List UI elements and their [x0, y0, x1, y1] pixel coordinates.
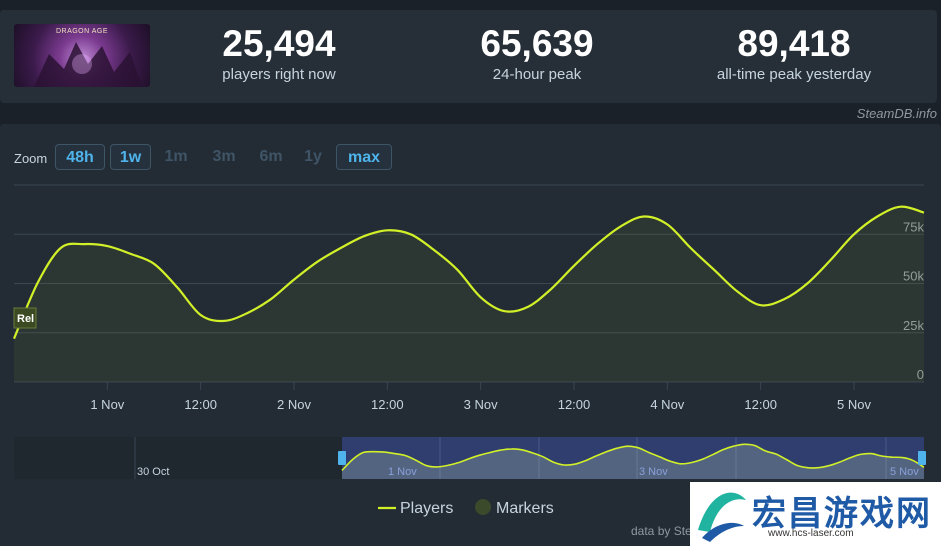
navigator-left-handle[interactable] [338, 451, 346, 465]
x-tick-label: 12:00 [371, 397, 404, 412]
zoom-1y-button[interactable]: 1y [304, 148, 322, 165]
steamdb-credit[interactable]: SteamDB.info [856, 106, 937, 121]
x-tick-label: 4 Nov [650, 397, 684, 412]
peak-24h-value: 65,639 [480, 23, 594, 64]
x-tick-label: 12:00 [184, 397, 217, 412]
players-now-value: 25,494 [222, 23, 336, 64]
watermark-logo-icon [698, 492, 746, 542]
navigator-date-label: 5 Nov [890, 466, 919, 478]
navigator-date-label: 3 Nov [639, 466, 668, 478]
data-credit[interactable]: data by Ste [631, 524, 692, 538]
game-art [34, 42, 142, 87]
navigator-labels: 30 Oct 1 Nov 3 Nov 5 Nov [137, 466, 919, 478]
x-tick-label: 5 Nov [837, 397, 871, 412]
navigator-right-handle[interactable] [918, 451, 926, 465]
watermark-banner: 宏昌游戏网 www.hcs-laser.com [690, 482, 941, 546]
legend-markers-label[interactable]: Markers [496, 500, 554, 517]
navigator-date-label: 1 Nov [388, 466, 417, 478]
legend-players-label[interactable]: Players [400, 500, 453, 517]
x-tick-label: 12:00 [558, 397, 591, 412]
y-tick-label: 50k [903, 269, 924, 284]
zoom-1m-button[interactable]: 1m [164, 148, 188, 165]
all-time-peak-stat: 89,418 all-time peak yesterday [694, 22, 894, 84]
peak-24h-label: 24-hour peak [492, 66, 582, 83]
navigator-line [341, 443, 925, 471]
players-area [14, 206, 924, 382]
zoom-max-button[interactable]: max [336, 144, 392, 170]
game-logo-text: DRAGON AGE [55, 28, 109, 35]
release-marker: Rel [13, 307, 37, 329]
players-line [12, 205, 925, 340]
players-now-label: players right now [222, 66, 336, 83]
watermark-url: www.hcs-laser.com [768, 528, 854, 539]
zoom-1w-button[interactable]: 1w [110, 144, 151, 170]
stats-header: DRAGON AGE 25,494 players right now 65,6… [0, 10, 937, 103]
y-tick-label: 0 [917, 367, 924, 382]
x-tick-label: 3 Nov [464, 397, 498, 412]
x-tick-label: 12:00 [744, 397, 777, 412]
all-time-peak-label: all-time peak yesterday [716, 66, 872, 83]
watermark-title: 宏昌游戏网 [752, 494, 932, 534]
x-axis-ticks: 1 Nov 12:00 2 Nov 12:00 3 Nov 12:00 4 Nov 12:00… [90, 382, 871, 412]
zoom-48h-button[interactable]: 48h [55, 144, 105, 170]
y-tick-label: 25k [903, 318, 924, 333]
release-marker-label[interactable]: Rel [17, 313, 34, 325]
x-tick-label: 2 Nov [277, 397, 311, 412]
legend-markers-swatch [475, 499, 491, 515]
navigator-selection [342, 437, 924, 479]
x-tick-label: 1 Nov [90, 397, 124, 412]
peak-24h-stat: 65,639 24-hour peak [437, 22, 637, 84]
navigator-area [342, 444, 924, 479]
y-tick-label: 75k [903, 219, 924, 234]
navigator-date-label: 30 Oct [137, 466, 169, 478]
zoom-6m-button[interactable]: 6m [259, 148, 283, 165]
zoom-3m-button[interactable]: 3m [212, 148, 236, 165]
players-now-stat: 25,494 players right now [179, 22, 379, 84]
y-axis-ticks: 0 25k 50k 75k [903, 219, 924, 382]
all-time-peak-value: 89,418 [737, 23, 851, 64]
game-thumbnail[interactable]: DRAGON AGE [14, 24, 150, 87]
zoom-label: Zoom [14, 151, 48, 166]
